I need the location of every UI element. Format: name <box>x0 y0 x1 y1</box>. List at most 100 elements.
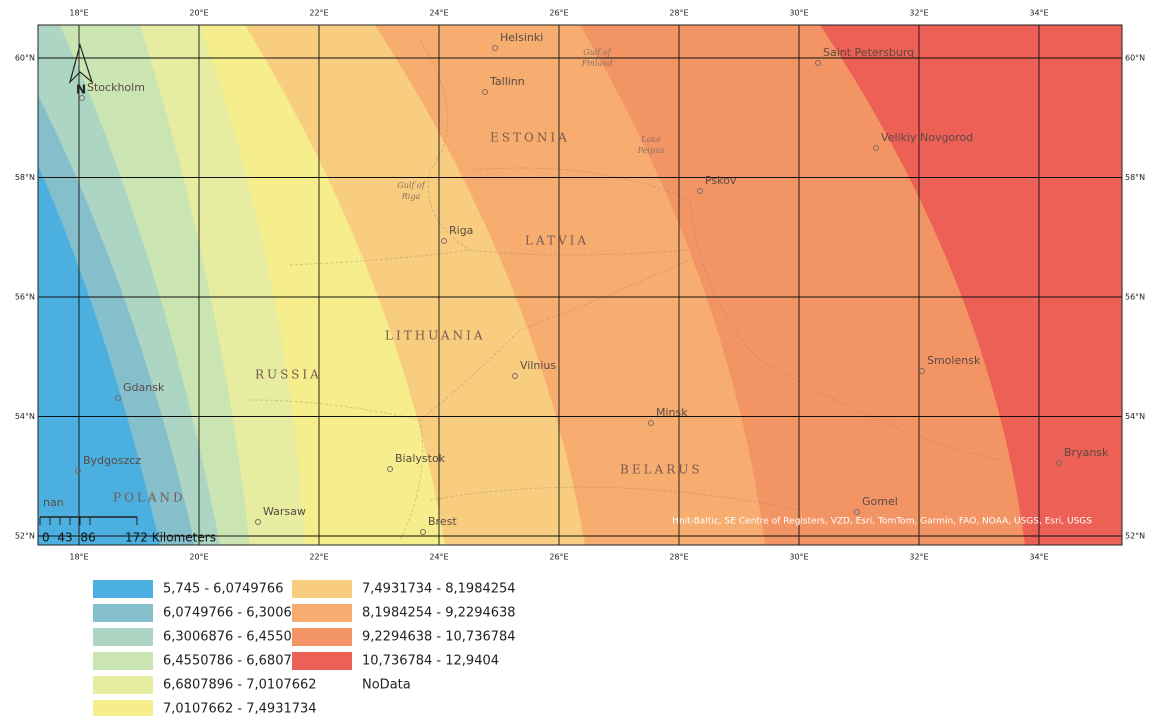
place-label: Bialystok <box>395 452 446 465</box>
water-label: Peipus <box>637 146 665 155</box>
scale-label: 86 <box>80 531 95 545</box>
map-labels: Helsinki Tallinn Saint Petersburg Stockholm… <box>43 31 1109 535</box>
water-label: Gulf of <box>397 181 426 190</box>
legend-label: 5,745 - 6,0749766 <box>163 582 283 597</box>
latitude-label: 56°N <box>1125 293 1145 302</box>
latitude-label: 58°N <box>1125 173 1145 182</box>
place-dot <box>1056 460 1062 466</box>
legend-swatch <box>93 700 153 716</box>
place-label: Riga <box>449 224 473 237</box>
place-label: Brest <box>428 515 457 528</box>
border <box>249 259 691 421</box>
place-dot <box>441 238 447 244</box>
legend-label: 9,2294638 - 10,736784 <box>362 630 516 645</box>
latitude-label: 56°N <box>15 293 35 302</box>
country-label: RUSSIA <box>255 368 322 382</box>
place-label: Warsaw <box>263 505 306 518</box>
legend-swatch <box>292 580 352 598</box>
legend-label: 6,0749766 - 6,3006876 <box>163 606 317 621</box>
scale-bar: 0 43 86 172 Kilometers <box>39 516 216 545</box>
legend-swatch <box>93 652 153 670</box>
place-label: Tallinn <box>489 75 525 88</box>
place-label: Smolensk <box>927 354 981 367</box>
place-dot <box>873 145 879 151</box>
place-label: Gdansk <box>123 381 165 394</box>
longitude-label: 22°E <box>309 9 328 18</box>
place-dot <box>815 60 821 66</box>
place-label: Saint Petersburg <box>823 46 914 59</box>
legend-label: 6,4550786 - 6,6807896 <box>163 654 317 669</box>
legend-swatch <box>292 628 352 646</box>
water-label: Lake <box>640 135 661 144</box>
place-label: Bryansk <box>1064 446 1109 459</box>
legend-swatch <box>292 604 352 622</box>
place-label: Helsinki <box>500 31 543 44</box>
longitude-label: 26°E <box>549 9 568 18</box>
water-label: Finland <box>581 59 613 68</box>
place-dot <box>79 95 85 101</box>
place-label: Pskov <box>705 174 737 187</box>
country-label: LITHUANIA <box>385 329 486 343</box>
place-dot <box>648 420 654 426</box>
attribution: Hnit-Baltic, SE Centre of Registers, VZD… <box>672 517 1092 527</box>
longitude-label: 32°E <box>909 9 928 18</box>
legend-label: 8,1984254 - 9,2294638 <box>362 606 516 621</box>
longitude-label: 20°E <box>189 9 208 18</box>
legend-swatch <box>93 628 153 646</box>
border <box>289 249 691 266</box>
latitude-label: 52°N <box>1125 532 1145 541</box>
border <box>469 167 691 201</box>
place-dot <box>255 519 261 525</box>
latitude-label: 60°N <box>1125 54 1145 63</box>
place-dot <box>387 466 393 472</box>
country-label: POLAND <box>113 491 186 505</box>
north-label: N <box>76 83 86 97</box>
place-dot <box>420 529 426 535</box>
place-dot <box>115 395 121 401</box>
place-dot <box>482 89 488 95</box>
legend-swatch <box>93 580 153 598</box>
map-frame <box>37 24 1123 546</box>
basemap-borders <box>249 39 1001 541</box>
water-label: Gulf of <box>583 48 612 57</box>
latitude-label: 60°N <box>15 54 35 63</box>
place-label: Stockholm <box>87 81 145 94</box>
longitude-label: 20°E <box>189 553 208 562</box>
longitude-label: 28°E <box>669 9 688 18</box>
border <box>429 486 801 511</box>
water-label: Riga <box>401 192 421 201</box>
legend-swatch <box>292 652 352 670</box>
place-label: nan <box>43 496 64 509</box>
latitude-label: 54°N <box>1125 412 1145 421</box>
scale-label: 43 <box>57 531 72 545</box>
class-band <box>820 25 1122 545</box>
legend-label: 6,6807896 - 7,0107662 <box>163 678 317 693</box>
longitude-label: 24°E <box>429 9 448 18</box>
place-dot <box>512 373 518 379</box>
longitude-label: 28°E <box>669 553 688 562</box>
longitude-label: 34°E <box>1029 553 1048 562</box>
country-label: BELARUS <box>620 463 703 477</box>
longitude-label: 30°E <box>789 553 808 562</box>
graticule: 18°E 18°E 20°E 20°E 22°E 22°E 24°E 24°E 26°E 26°E… <box>15 9 1145 562</box>
longitude-label: 32°E <box>909 553 928 562</box>
legend-label: 10,736784 - 12,9404 <box>362 654 499 669</box>
country-label: LATVIA <box>525 234 589 248</box>
scale-label: 0 <box>42 531 50 545</box>
longitude-label: 18°E <box>69 553 88 562</box>
legend-label: 7,0107662 - 7,4931734 <box>163 702 317 716</box>
place-label: Velikiy Novgorod <box>881 131 973 144</box>
longitude-label: 24°E <box>429 553 448 562</box>
country-label: ESTONIA <box>490 131 570 145</box>
legend-swatch <box>93 676 153 694</box>
place-dot <box>697 188 703 194</box>
longitude-label: 26°E <box>549 553 568 562</box>
place-label: Gomel <box>862 495 898 508</box>
place-dot <box>854 509 860 515</box>
longitude-label: 34°E <box>1029 9 1048 18</box>
place-dot <box>919 368 925 374</box>
legend-swatch <box>93 604 153 622</box>
border <box>399 419 423 541</box>
legend-label: 7,4931734 - 8,1984254 <box>362 582 516 597</box>
place-label: Bydgoszcz <box>83 454 141 467</box>
